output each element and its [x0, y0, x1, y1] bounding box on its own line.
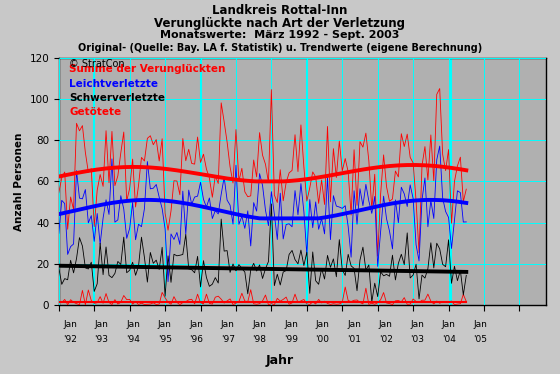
- Text: © StratCon: © StratCon: [69, 59, 125, 69]
- Text: Jan: Jan: [316, 320, 329, 329]
- Text: Jan: Jan: [189, 320, 203, 329]
- Text: '95: '95: [158, 335, 172, 344]
- Text: '02: '02: [379, 335, 393, 344]
- Text: Jan: Jan: [221, 320, 235, 329]
- Text: Jan: Jan: [284, 320, 298, 329]
- Text: '04: '04: [442, 335, 456, 344]
- Text: Leichtverletzte: Leichtverletzte: [69, 79, 158, 89]
- Text: '97: '97: [221, 335, 235, 344]
- Text: '93: '93: [95, 335, 109, 344]
- Text: '03: '03: [410, 335, 424, 344]
- Text: Jan: Jan: [379, 320, 393, 329]
- Text: '01: '01: [347, 335, 361, 344]
- Text: Jan: Jan: [158, 320, 171, 329]
- Text: '94: '94: [126, 335, 140, 344]
- Text: Jahr: Jahr: [266, 353, 294, 367]
- Text: '96: '96: [189, 335, 203, 344]
- Text: Landkreis Rottal-Inn: Landkreis Rottal-Inn: [212, 4, 348, 17]
- Text: Getötete: Getötete: [69, 107, 122, 117]
- Text: '99: '99: [284, 335, 298, 344]
- Text: Jan: Jan: [253, 320, 267, 329]
- Text: '92: '92: [63, 335, 77, 344]
- Text: Summe der Verunglückten: Summe der Verunglückten: [69, 64, 226, 74]
- Text: Original- (Quelle: Bay. LA f. Statistik) u. Trendwerte (eigene Berechnung): Original- (Quelle: Bay. LA f. Statistik)…: [78, 43, 482, 53]
- Text: Jan: Jan: [95, 320, 109, 329]
- Text: Jan: Jan: [410, 320, 424, 329]
- Y-axis label: Anzahl Personen: Anzahl Personen: [14, 132, 24, 231]
- Text: '05: '05: [473, 335, 487, 344]
- Text: Jan: Jan: [126, 320, 140, 329]
- Text: Jan: Jan: [63, 320, 77, 329]
- Text: Jan: Jan: [473, 320, 487, 329]
- Text: Verunglückte nach Art der Verletzung: Verunglückte nach Art der Verletzung: [155, 17, 405, 30]
- Text: Monatswerte:  März 1992 - Sept. 2003: Monatswerte: März 1992 - Sept. 2003: [160, 30, 400, 40]
- Text: '00: '00: [315, 335, 329, 344]
- Text: Jan: Jan: [347, 320, 361, 329]
- Text: Schwerverletzte: Schwerverletzte: [69, 93, 165, 103]
- Text: Jan: Jan: [442, 320, 456, 329]
- Text: '98: '98: [253, 335, 267, 344]
